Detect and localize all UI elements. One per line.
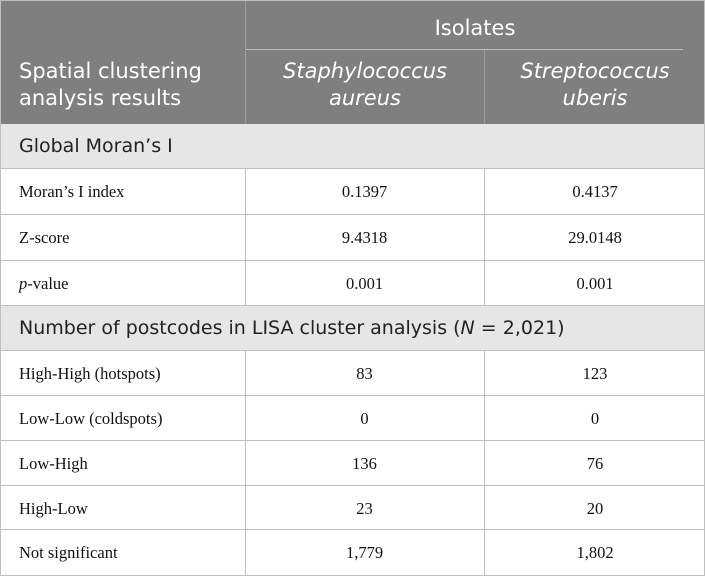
col-divider <box>484 350 485 576</box>
staph-value: 9.4318 <box>341 227 388 247</box>
staph-value: 0 <box>360 408 369 428</box>
strep-value: 123 <box>582 363 608 383</box>
row-divider <box>0 305 705 306</box>
col-divider <box>484 168 485 306</box>
value-suffix: -value <box>27 273 69 293</box>
staph-value: 0.001 <box>345 273 384 293</box>
lisa-title-post: = 2,021) <box>474 317 565 339</box>
table-row: Not significant 1,779 1,802 <box>0 530 705 575</box>
row-label: Low-High <box>19 453 88 473</box>
col-divider <box>245 168 246 306</box>
row-divider <box>0 168 705 169</box>
staph-value: 0.1397 <box>341 181 388 201</box>
table-row: Moran’s I index 0.1397 0.4137 <box>0 169 705 214</box>
row-divider <box>0 350 705 351</box>
row-label: Not significant <box>19 542 118 562</box>
table-row: High-High (hotspots) 83 123 <box>0 351 705 396</box>
strep-value: 0.4137 <box>572 181 618 201</box>
table-row: p -value 0.001 0.001 <box>0 261 705 306</box>
table-header: Isolates Spatial clustering analysis res… <box>0 0 705 124</box>
header-divider-2 <box>484 50 485 124</box>
staph-value: 1,779 <box>345 542 384 562</box>
section-global-morans-i: Global Moran’s I <box>0 124 705 168</box>
p-italic: p <box>19 273 28 293</box>
isolates-group-header: Isolates <box>434 16 516 40</box>
staph-value: 23 <box>356 498 373 518</box>
strep-value: 20 <box>586 498 604 518</box>
strep-value: 76 <box>586 453 604 473</box>
staph-value: 83 <box>356 363 373 383</box>
strep-value: 0.001 <box>576 273 614 293</box>
strep-value: 1,802 <box>576 542 614 562</box>
strep-uberis-header: Streptococcus uberis <box>520 59 670 110</box>
staph-value: 136 <box>352 453 377 473</box>
row-label: Moran’s I index <box>19 181 125 201</box>
strep-value: 0 <box>590 408 600 428</box>
row-divider <box>0 529 705 530</box>
table-row: Low-Low (coldspots) 0 0 <box>0 396 705 441</box>
table-row: Z-score 9.4318 29.0148 <box>0 215 705 260</box>
row-divider <box>0 214 705 215</box>
isolates-underline <box>245 49 683 50</box>
row-divider <box>0 485 705 486</box>
lisa-title-pre: Number of postcodes in LISA cluster anal… <box>19 317 461 339</box>
row-divider <box>0 260 705 261</box>
row-label-header: Spatial clustering analysis results <box>19 59 202 110</box>
section-lisa-cluster: Number of postcodes in LISA cluster anal… <box>0 306 705 350</box>
row-label: High-Low <box>19 498 88 518</box>
row-label: p -value <box>19 261 68 306</box>
lisa-title-n: N <box>460 317 475 339</box>
header-divider-1 <box>245 0 246 124</box>
col-divider <box>245 350 246 576</box>
row-label: Low-Low (coldspots) <box>19 408 163 428</box>
row-divider <box>0 440 705 441</box>
row-label: Z-score <box>19 227 70 247</box>
staph-aureus-header: Staphylococcus aureus <box>283 59 447 110</box>
row-label: High-High (hotspots) <box>19 363 161 383</box>
strep-value: 29.0148 <box>568 227 622 247</box>
table-row: High-Low 23 20 <box>0 486 705 531</box>
row-divider <box>0 395 705 396</box>
table-row: Low-High 136 76 <box>0 441 705 486</box>
